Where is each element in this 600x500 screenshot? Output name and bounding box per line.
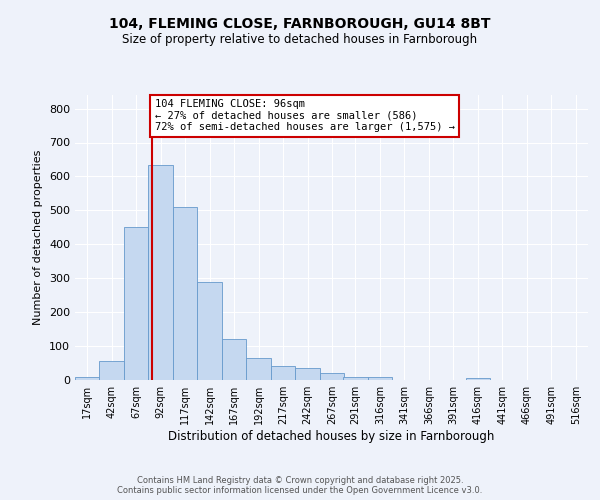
Text: 104, FLEMING CLOSE, FARNBOROUGH, GU14 8BT: 104, FLEMING CLOSE, FARNBOROUGH, GU14 8B…: [109, 18, 491, 32]
Bar: [75, 378, 100, 380]
Y-axis label: Number of detached properties: Number of detached properties: [34, 150, 43, 325]
Text: 104 FLEMING CLOSE: 96sqm
← 27% of detached houses are smaller (586)
72% of semi-: 104 FLEMING CLOSE: 96sqm ← 27% of detach…: [155, 100, 455, 132]
Bar: [100, 360, 124, 380]
Bar: [295, 368, 320, 380]
Text: Size of property relative to detached houses in Farnborough: Size of property relative to detached ho…: [122, 32, 478, 46]
Bar: [173, 207, 197, 380]
X-axis label: Distribution of detached houses by size in Farnborough: Distribution of detached houses by size …: [169, 430, 494, 443]
Bar: [343, 378, 368, 380]
Bar: [271, 366, 295, 380]
Bar: [368, 378, 392, 380]
Bar: [197, 282, 222, 380]
Bar: [320, 373, 344, 380]
Bar: [466, 378, 490, 380]
Bar: [222, 340, 247, 380]
Bar: [124, 228, 148, 380]
Bar: [148, 164, 173, 380]
Bar: [247, 358, 271, 380]
Text: Contains HM Land Registry data © Crown copyright and database right 2025.
Contai: Contains HM Land Registry data © Crown c…: [118, 476, 482, 495]
